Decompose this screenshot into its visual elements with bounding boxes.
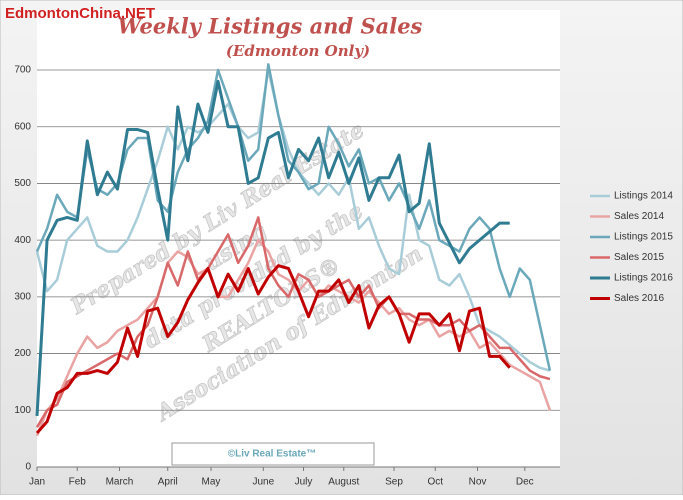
- y-tick-label: 200: [14, 348, 31, 359]
- series-line: [35, 79, 510, 417]
- legend-label: Listings 2014: [614, 191, 673, 202]
- y-tick-label: 400: [14, 235, 31, 246]
- y-tick-label: 100: [14, 405, 31, 416]
- x-tick-label: Feb: [69, 477, 87, 488]
- grid: 0 100 200 300 400 500 600 700 Jan Feb March April Ma…: [14, 65, 560, 488]
- legend-label: Listings 2015: [614, 232, 673, 243]
- legend-label: Sales 2016: [614, 293, 664, 304]
- legend-label: Listings 2016: [614, 273, 673, 284]
- y-tick-label: 0: [25, 462, 31, 473]
- series-line: [35, 264, 511, 434]
- brand: EdmontonChina.NET: [5, 5, 155, 22]
- x-tick-label: August: [328, 477, 359, 488]
- x-tick-label: June: [252, 477, 274, 488]
- y-tick-label: 600: [14, 121, 31, 132]
- x-tick-label: May: [202, 477, 221, 488]
- x-tick-label: March: [106, 477, 134, 488]
- x-tick-label: Dec: [516, 477, 534, 488]
- footer-box: [171, 442, 375, 466]
- plot-area: [37, 10, 560, 467]
- lines: [35, 63, 552, 437]
- legend-label: Sales 2014: [614, 211, 664, 222]
- legend-label: Sales 2015: [614, 252, 664, 263]
- chart-title: Weekly Listings and Sales: [118, 14, 423, 39]
- x-tick-label: July: [295, 477, 313, 488]
- x-tick-label: April: [158, 477, 178, 488]
- x-tick-label: Sep: [385, 477, 403, 488]
- x-tick-label: Jan: [29, 477, 45, 488]
- x-tick-label: Oct: [428, 477, 444, 488]
- y-tick-label: 700: [14, 65, 31, 76]
- y-tick-label: 500: [14, 178, 31, 189]
- legend: Listings 2014 Sales 2014 Listings 2015 Sale…: [590, 191, 673, 304]
- x-tick-label: Nov: [469, 477, 487, 488]
- y-tick-label: 300: [14, 291, 31, 302]
- footer: ©Liv Real Estate™: [228, 449, 317, 460]
- chart-subtitle: (Edmonton Only): [226, 42, 370, 60]
